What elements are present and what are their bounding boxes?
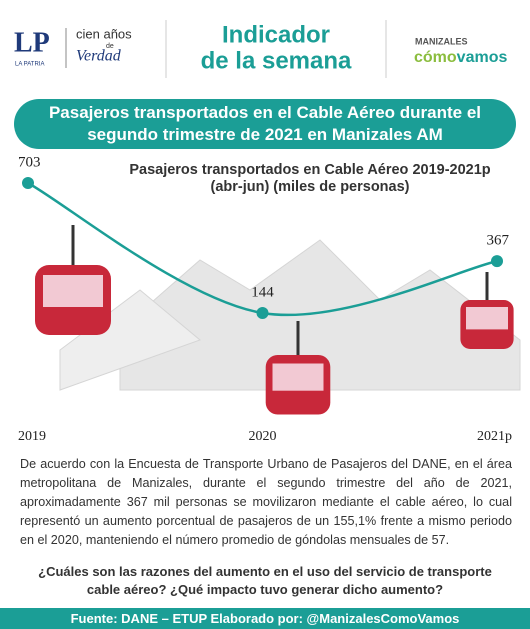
brand-b: vamos <box>457 49 508 66</box>
marker <box>491 255 503 268</box>
header: LP LA PATRIA cien años de Verdad Indicad… <box>14 20 507 78</box>
marker <box>256 307 269 319</box>
tagline: Verdad <box>76 48 122 65</box>
body-text: De acuerdo con la Encuesta de Transporte… <box>20 457 512 547</box>
x-tick-label: 2021p <box>477 429 512 444</box>
chart: Pasajeros transportados en Cable Aéreo 2… <box>18 154 521 444</box>
banner: Pasajeros transportados en el Cable Aére… <box>14 99 516 149</box>
logo-mark: LP <box>14 27 50 58</box>
window <box>272 363 324 391</box>
window <box>43 275 103 307</box>
data-label: 367 <box>487 233 510 249</box>
tagline: de <box>106 43 114 50</box>
chart-title: Pasajeros transportados en Cable Aéreo 2… <box>129 162 490 178</box>
brand-a: cómo <box>414 49 457 66</box>
logo-sub: LA PATRIA <box>15 62 44 68</box>
x-tick-label: 2020 <box>249 429 277 444</box>
marker <box>22 177 34 189</box>
header-title: de la semana <box>201 47 352 74</box>
tagline: cien años <box>76 26 132 41</box>
chart-subtitle: (abr-jun) (miles de personas) <box>210 179 409 195</box>
x-tick-label: 2019 <box>18 429 46 444</box>
gondolas <box>35 225 514 415</box>
data-label: 144 <box>251 284 274 300</box>
header-title: Indicador <box>222 21 330 48</box>
brand-city: MANIZALES <box>415 36 468 46</box>
footer: Fuente: DANE – ETUP Elaborado por: @Mani… <box>0 608 530 629</box>
window <box>466 307 508 330</box>
mountains <box>59 239 521 391</box>
data-label: 703 <box>18 154 41 170</box>
question: ¿Cuáles son las razones del aumento en e… <box>38 564 492 597</box>
brand: cómovamos <box>414 49 507 66</box>
